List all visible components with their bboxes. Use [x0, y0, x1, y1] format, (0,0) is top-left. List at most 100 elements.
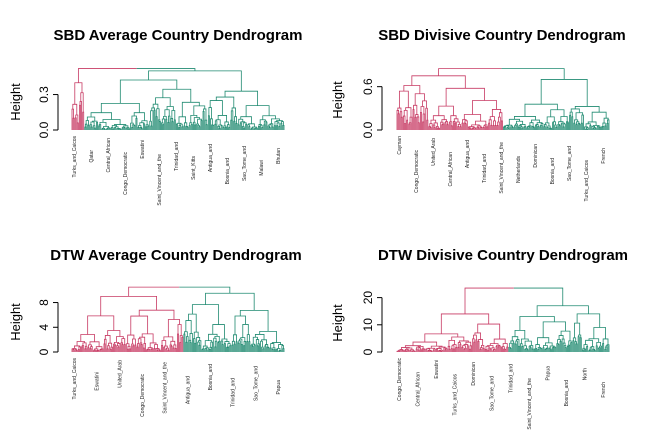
dendrogram-branch: [200, 120, 203, 130]
leaf-label: Trinidad_and: [482, 154, 488, 183]
dendrogram-branch: [476, 126, 479, 130]
dendrogram-branch: [133, 125, 136, 130]
leaf-labels: Congo_Democratic Central_African Eswatini T…: [397, 358, 607, 430]
leaf-label: Netherlands: [516, 156, 522, 183]
dendrogram-branch: [183, 333, 186, 352]
dendrogram-branch: [133, 112, 145, 121]
dendrogram-branch: [488, 122, 491, 130]
dendrogram-branch: [203, 108, 207, 121]
dendrogram-branch: [552, 347, 555, 352]
dendrogram-branch: [573, 122, 576, 130]
dendrogram-branch: [524, 340, 532, 346]
dendrogram-branch: [543, 126, 546, 130]
dendrogram-branch: [471, 124, 480, 127]
dendrogram-branch: [461, 122, 464, 130]
dendrogram-branch: [262, 348, 265, 352]
dendrogram-branch: [183, 125, 186, 130]
dendrogram-branch: [74, 117, 77, 130]
dendrogram-branch: [412, 341, 438, 347]
dendrogram-branch: [132, 345, 135, 352]
dendrogram-branch: [92, 125, 96, 130]
dendrogram-branch: [408, 123, 411, 130]
dendrogram-branch: [278, 344, 284, 349]
dendrogram-branch: [138, 125, 142, 128]
dendrogram-branch: [417, 349, 420, 352]
dendrogram-branch: [462, 119, 467, 124]
dendrogram-branch: [224, 121, 229, 126]
leaf-label: French: [601, 382, 607, 398]
dendrogram-branch: [573, 119, 579, 124]
dendrogram-branch: [156, 108, 160, 120]
dendrogram-branch: [230, 119, 233, 130]
dendrogram-branch: [157, 119, 161, 130]
dendrogram-branch: [464, 120, 468, 130]
dendrogram-branch: [215, 96, 235, 108]
dendrogram-branch: [134, 344, 137, 352]
dendrogram-branch: [484, 124, 488, 127]
dendrogram-branch: [167, 319, 180, 337]
dendrogram-branch: [536, 122, 543, 125]
dendrogram-branch: [518, 126, 520, 130]
dendrogram-branch: [489, 116, 495, 121]
dendrogram-branch: [585, 339, 593, 347]
dendrogram-branch: [570, 342, 573, 352]
dendrogram-branch: [482, 126, 485, 130]
dendrogram-branch: [422, 113, 426, 130]
dendrogram-branch: [415, 348, 418, 352]
dendrogram-branch: [198, 340, 202, 352]
dendrogram-branch: [473, 341, 476, 352]
dendrogram-branch: [265, 121, 268, 130]
dendrogram-branch: [205, 347, 209, 352]
dendrogram-branch: [274, 125, 276, 130]
dendrogram-branch: [253, 128, 256, 130]
dendrogram-branch: [463, 344, 469, 346]
dendrogram-branch: [194, 124, 196, 130]
dendrogram-branch: [276, 348, 279, 352]
dendrogram-branch: [477, 127, 480, 130]
dendrogram-branch: [281, 345, 284, 352]
dendrogram-branch: [502, 343, 508, 348]
dendrogram-branch: [463, 114, 482, 122]
dendrogram-branch: [173, 344, 177, 349]
dendrogram-branch: [101, 128, 104, 130]
y-tick-label: 10: [361, 318, 375, 332]
dendrogram-branch: [108, 127, 111, 130]
dendrogram-branch: [437, 127, 440, 130]
dendrogram-branch: [570, 108, 580, 113]
dendrogram-branch: [537, 349, 540, 352]
dendrogram-branch: [138, 309, 175, 320]
dendrogram-branch: [157, 348, 161, 351]
dendrogram-branch: [165, 347, 169, 351]
dendrogram-branch: [497, 346, 500, 352]
dendrogram-branch: [478, 339, 484, 346]
leaf-labels: Cayman Congo_Democratic United_Arab Central…: [397, 136, 607, 202]
dendrogram-branch: [528, 345, 532, 352]
dendrogram-branch: [205, 349, 208, 352]
dendrogram-branch: [86, 116, 96, 122]
dendrogram-branch: [404, 345, 422, 348]
dendrogram-branch: [445, 121, 449, 125]
leaf-label: Saint_Vincent_and_the: [527, 378, 533, 430]
dendrogram-branch: [240, 116, 252, 124]
dendrogram-branch: [208, 333, 218, 341]
dendrogram-branch: [140, 344, 143, 352]
dendrogram-branch: [513, 126, 516, 130]
dendrogram-tree: [71, 68, 285, 130]
dendrogram-branch: [99, 349, 102, 352]
dendrogram-branch: [425, 348, 428, 352]
dendrogram-branch: [432, 115, 445, 121]
dendrogram-branch: [99, 121, 107, 127]
dendrogram-branch: [217, 342, 220, 352]
dendrogram-branch: [563, 345, 567, 352]
dendrogram-branch: [405, 107, 412, 118]
dendrogram-branch: [506, 346, 509, 352]
dendrogram-branch: [218, 127, 221, 130]
dendrogram-branch: [558, 125, 561, 130]
dendrogram-branch: [89, 341, 100, 347]
dendrogram-branch: [461, 346, 464, 352]
dendrogram-branch: [201, 349, 204, 352]
y-axis: 0 10 20: [361, 291, 383, 355]
dendrogram-branch: [508, 118, 520, 126]
dendrogram-tree: [71, 286, 285, 352]
